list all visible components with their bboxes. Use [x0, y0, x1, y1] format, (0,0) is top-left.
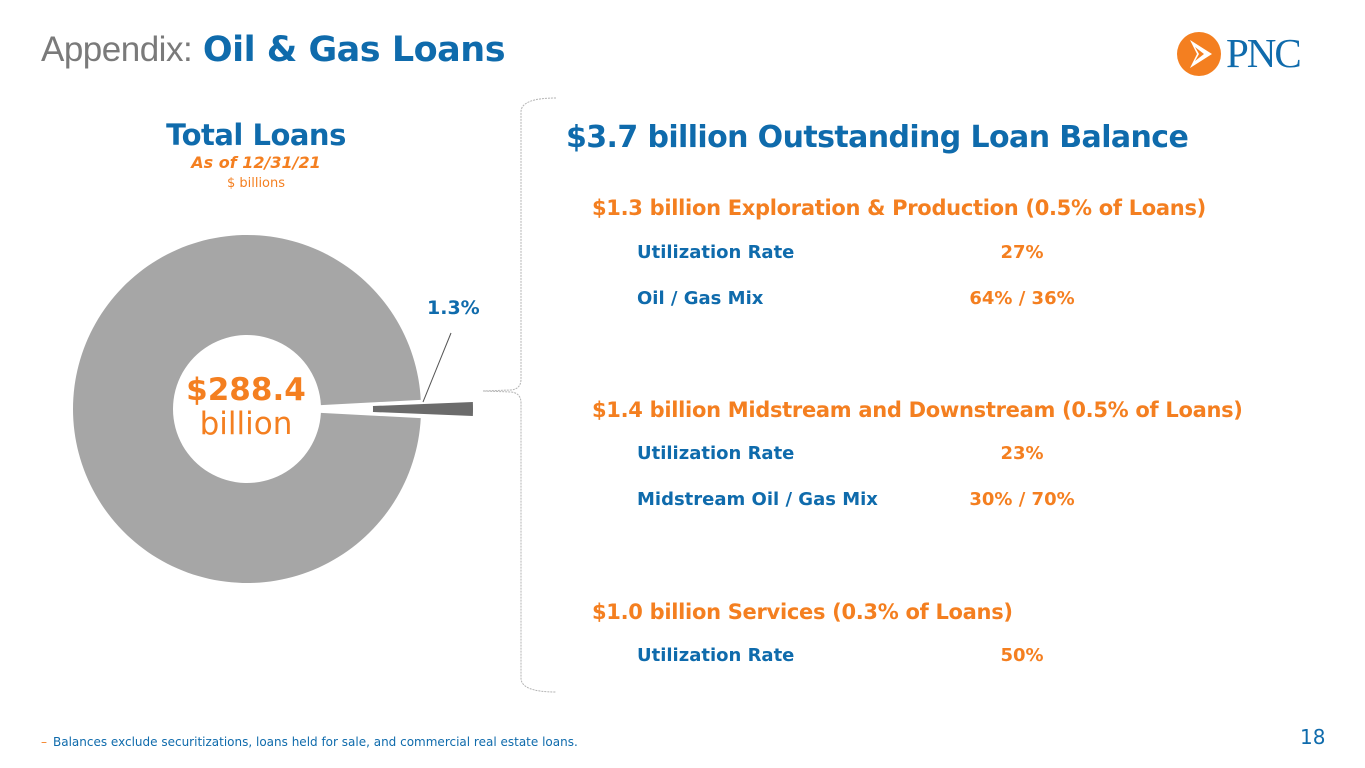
metric-value: 23%	[1000, 443, 1044, 464]
footnote-text: Balances exclude securitizations, loans …	[53, 735, 578, 749]
metric-label: Utilization Rate	[637, 645, 795, 666]
title-prefix: Appendix:	[41, 30, 193, 69]
page-number: 18	[1300, 725, 1326, 749]
metric-label: Utilization Rate	[637, 443, 795, 464]
segment-title-exploration: $1.3 billion Exploration & Production (0…	[592, 196, 1206, 220]
pnc-logo-text: PNC	[1226, 30, 1302, 76]
metric-label: Midstream Oil / Gas Mix	[637, 489, 878, 510]
panel-title: $3.7 billion Outstanding Loan Balance	[566, 120, 1189, 155]
segment-title-midstream: $1.4 billion Midstream and Downstream (0…	[592, 398, 1243, 422]
chart-header: Total Loans As of 12/31/21 $ billions	[156, 118, 356, 191]
total-unit: billion	[199, 406, 293, 442]
slice-leader-line	[422, 332, 452, 403]
page-title: Appendix: Oil & Gas Loans	[41, 30, 506, 70]
bracket-connector	[482, 97, 557, 693]
chart-title: Total Loans	[166, 118, 346, 152]
footnote: – Balances exclude securitizations, loans…	[41, 735, 578, 749]
chart-subtitle: As of 12/31/21	[191, 153, 321, 172]
total-value: $288.4	[186, 372, 306, 408]
slice-data-label: 1.3%	[427, 297, 480, 319]
title-main: Oil & Gas Loans	[202, 30, 506, 70]
metric-label: Oil / Gas Mix	[637, 288, 764, 309]
metric-value: 30% / 70%	[969, 489, 1075, 510]
metric-value: 50%	[1000, 645, 1044, 666]
pnc-logo-icon	[1177, 32, 1221, 76]
metric-value: 27%	[1000, 242, 1044, 263]
donut-slice-oil-gas	[372, 401, 473, 417]
metric-value: 64% / 36%	[969, 288, 1075, 309]
segment-title-services: $1.0 billion Services (0.3% of Loans)	[592, 600, 1013, 624]
chart-unit: $ billions	[226, 176, 286, 191]
pnc-logo: PNC	[1176, 30, 1328, 77]
footnote-bullet: –	[41, 735, 47, 749]
donut-center-label: $288.4 billion	[146, 372, 346, 442]
metric-label: Utilization Rate	[637, 242, 795, 263]
donut-chart	[73, 235, 473, 583]
donut-slice-other-loans	[73, 235, 421, 583]
